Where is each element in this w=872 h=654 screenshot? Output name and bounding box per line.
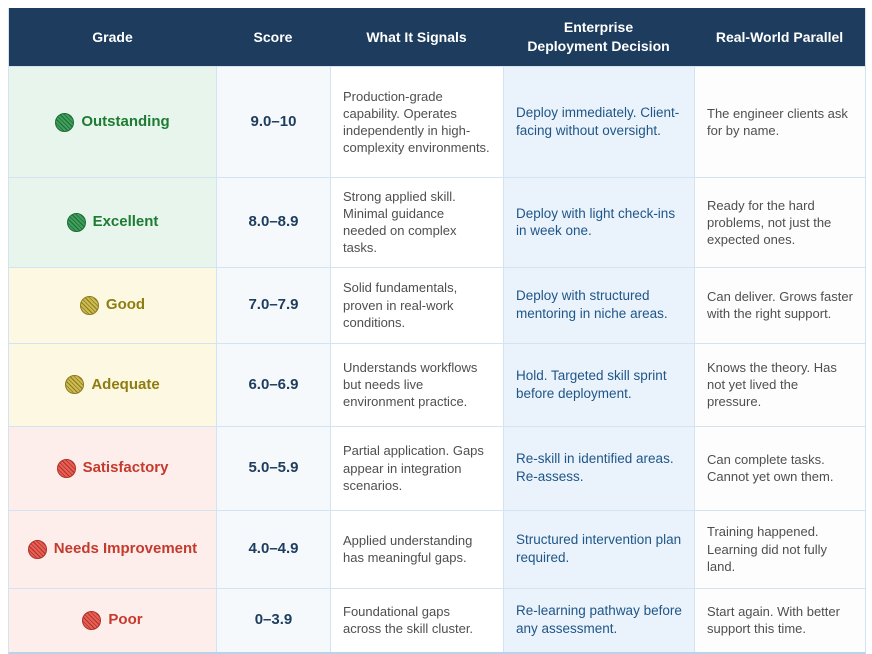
decision-cell: Hold. Targeted skill sprint before deplo…	[503, 343, 694, 426]
grade-hatched-circle-icon	[66, 212, 86, 232]
grade-hatched-circle-icon	[55, 112, 75, 132]
parallel-cell: The engineer clients ask for by name.	[694, 67, 865, 177]
table-row-excellent: Excellent 8.0–8.9 Strong applied skill. …	[9, 177, 865, 267]
signals-cell: Applied understanding has meaningful gap…	[330, 510, 503, 588]
decision-cell: Deploy immediately. Client-facing withou…	[503, 67, 694, 177]
grade-label: Outstanding	[81, 113, 170, 131]
grade-label: Good	[105, 296, 146, 314]
score-cell: 4.0–4.9	[216, 510, 330, 588]
column-header-what-it-signals: What It Signals	[366, 28, 467, 45]
decision-cell: Re-learning pathway before any assessmen…	[503, 588, 694, 652]
grade-cell: Adequate	[9, 343, 216, 426]
grade-cell: Satisfactory	[9, 426, 216, 510]
decision-cell: Structured intervention plan required.	[503, 510, 694, 588]
grade-label: Satisfactory	[82, 459, 169, 477]
grade-hatched-circle-icon	[27, 539, 47, 559]
score-cell: 5.0–5.9	[216, 426, 330, 510]
grade-label: Excellent	[92, 213, 159, 231]
table-header-row: Grade Score What It Signals Enterprise D…	[9, 8, 865, 66]
column-header-score: Score	[253, 28, 293, 45]
column-header-enterprise-deployment-decision: Enterprise Deployment Decision	[527, 19, 670, 54]
table-row-adequate: Adequate 6.0–6.9 Understands workflows b…	[9, 342, 865, 426]
decision-cell: Deploy with structured mentoring in nich…	[503, 267, 694, 343]
signals-cell: Production-grade capability. Operates in…	[330, 67, 503, 177]
parallel-cell: Can deliver. Grows faster with the right…	[694, 267, 865, 343]
table-row-good: Good 7.0–7.9 Solid fundamentals, proven …	[9, 266, 865, 343]
table-row-outstanding: Outstanding 9.0–10 Production-grade capa…	[9, 66, 865, 177]
decision-cell: Re-skill in identified areas. Re-assess.	[503, 426, 694, 510]
parallel-cell: Knows the theory. Has not yet lived the …	[694, 343, 865, 426]
grade-cell: Good	[9, 267, 216, 343]
table-row-needs-improvement: Needs Improvement 4.0–4.9 Applied unders…	[9, 509, 865, 588]
grade-label: Poor	[108, 611, 143, 629]
column-header-grade: Grade	[92, 28, 133, 45]
grade-hatched-circle-icon	[56, 458, 76, 478]
grading-rubric-table: Grade Score What It Signals Enterprise D…	[8, 8, 866, 654]
grade-cell: Poor	[9, 588, 216, 652]
grade-hatched-circle-icon	[79, 295, 99, 315]
signals-cell: Understands workflows but needs live env…	[330, 343, 503, 426]
grade-hatched-circle-icon	[65, 375, 85, 395]
grade-cell: Needs Improvement	[9, 510, 216, 588]
parallel-cell: Start again. With better support this ti…	[694, 588, 865, 652]
score-cell: 9.0–10	[216, 67, 330, 177]
score-cell: 0–3.9	[216, 588, 330, 652]
score-cell: 7.0–7.9	[216, 267, 330, 343]
parallel-cell: Training happened. Learning did not full…	[694, 510, 865, 588]
grade-label: Adequate	[91, 375, 160, 393]
signals-cell: Partial application. Gaps appear in inte…	[330, 426, 503, 510]
table-row-poor: Poor 0–3.9 Foundational gaps across the …	[9, 587, 865, 652]
score-cell: 8.0–8.9	[216, 178, 330, 267]
parallel-cell: Ready for the hard problems, not just th…	[694, 178, 865, 267]
grade-cell: Outstanding	[9, 67, 216, 177]
grade-label: Needs Improvement	[53, 540, 198, 558]
table-row-satisfactory: Satisfactory 5.0–5.9 Partial application…	[9, 425, 865, 510]
grade-cell: Excellent	[9, 178, 216, 267]
signals-cell: Strong applied skill. Minimal guidance n…	[330, 178, 503, 267]
parallel-cell: Can complete tasks. Cannot yet own them.	[694, 426, 865, 510]
signals-cell: Solid fundamentals, proven in real-work …	[330, 267, 503, 343]
grade-hatched-circle-icon	[82, 610, 102, 630]
score-cell: 6.0–6.9	[216, 343, 330, 426]
decision-cell: Deploy with light check-ins in week one.	[503, 178, 694, 267]
signals-cell: Foundational gaps across the skill clust…	[330, 588, 503, 652]
column-header-real-world-parallel: Real-World Parallel	[715, 28, 844, 45]
